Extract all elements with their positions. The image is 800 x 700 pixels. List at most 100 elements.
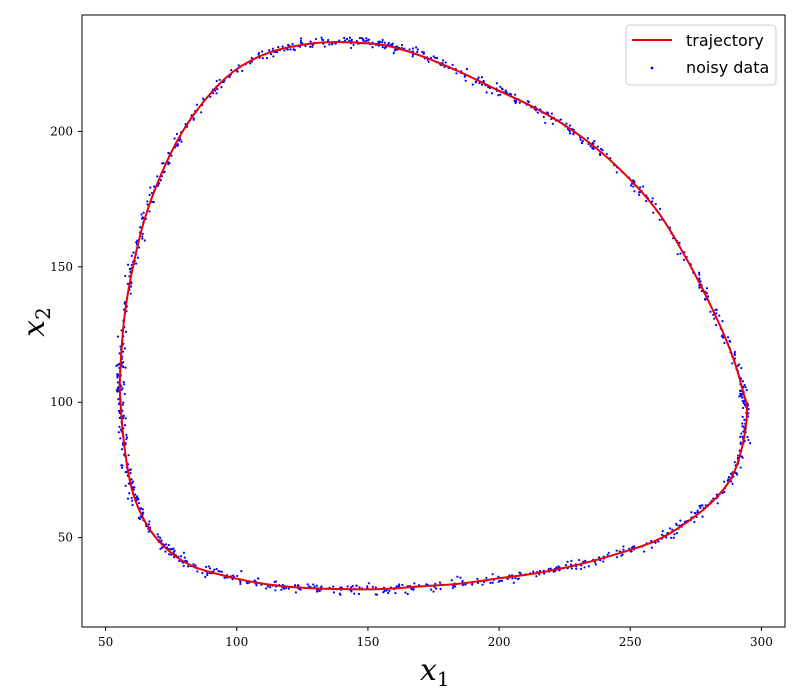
noisy-data-point [727,475,731,479]
noisy-data-point [690,511,693,514]
noisy-data-point [569,132,572,135]
noisy-data-point [330,43,334,46]
noisy-data-point [485,91,488,94]
noisy-data-point [223,576,226,580]
noisy-data-point [163,170,166,173]
noisy-data-point [296,584,300,587]
noisy-data-point [703,298,707,301]
noisy-data-point [747,438,750,442]
noisy-data-point [159,547,162,550]
noisy-data-point [281,45,284,48]
noisy-data-point [173,137,176,140]
noisy-data-point [651,200,654,203]
noisy-data-point [415,46,418,49]
noisy-data-point [506,577,509,581]
noisy-data-point [131,480,135,483]
noisy-data-point [461,579,464,583]
noisy-data-point [477,76,480,79]
noisy-data-point [236,574,239,578]
noisy-data-point [385,589,388,592]
noisy-data-point [204,575,207,579]
noisy-data-point [729,472,733,476]
noisy-data-point [394,591,397,595]
noisy-data-point [550,112,553,115]
noisy-data-point [675,532,679,535]
noisy-data-point [308,45,312,48]
noisy-data-point [668,527,672,530]
noisy-data-point [348,39,351,42]
noisy-data-point [180,140,183,143]
noisy-data-point [705,287,708,290]
noisy-data-point [381,38,384,42]
noisy-data-point [142,211,145,214]
noisy-data-point [511,577,514,580]
noisy-data-point [141,235,144,238]
x-tick-label: 150 [356,635,379,649]
noisy-data-point [632,185,635,188]
noisy-data-point [146,203,149,206]
noisy-data-point [444,61,447,64]
noisy-data-point [121,387,124,390]
noisy-data-point [716,502,719,505]
noisy-data-point [130,496,133,500]
noisy-data-point [374,586,377,589]
noisy-data-point [328,43,331,46]
noisy-data-point [642,185,645,188]
noisy-data-point [740,393,743,397]
x-tick-label: 200 [488,635,511,649]
noisy-data-point [120,448,124,451]
noisy-data-point [555,566,558,569]
noisy-data-point [745,388,748,392]
noisy-data-point [128,267,131,271]
noisy-data-point [116,335,120,338]
noisy-data-point [173,549,176,552]
noisy-data-point [743,403,746,406]
noisy-data-point [733,353,736,357]
noisy-data-point [315,584,318,587]
noisy-data-point [208,567,212,570]
noisy-data-point [156,175,159,178]
noisy-data-point [434,582,437,585]
noisy-data-point [351,584,354,588]
x-tick-label: 250 [619,635,642,649]
noisy-data-point [135,262,138,265]
noisy-data-point [497,575,500,578]
noisy-data-point [464,79,467,82]
noisy-data-point [538,573,541,576]
noisy-data-point [147,523,151,526]
noisy-data-point [316,590,319,593]
noisy-data-point [736,364,739,367]
noisy-data-point [119,437,122,440]
noisy-data-point [160,539,163,542]
noisy-data-point [157,535,160,538]
noisy-data-point [497,94,500,97]
noisy-data-point [129,292,132,295]
noisy-data-point [593,561,597,564]
noisy-data-point [139,226,142,229]
noisy-data-point [239,582,242,586]
noisy-data-point [127,482,130,485]
noisy-data-point [400,43,404,47]
noisy-data-point [218,78,221,81]
noisy-data-point [622,548,625,551]
noisy-data-point [741,396,744,399]
noisy-data-point [170,548,173,551]
noisy-data-point [476,581,480,585]
noisy-data-point [294,591,298,594]
noisy-data-point [698,286,701,289]
noisy-data-point [148,210,151,213]
noisy-data-point [543,572,546,575]
noisy-data-point [122,415,125,418]
noisy-data-point [355,584,358,587]
noisy-data-point [564,563,568,567]
noisy-data-point [741,380,745,383]
noisy-data-point [410,587,413,591]
noisy-data-point [382,591,385,594]
noisy-data-point [230,68,233,72]
noisy-data-point [116,381,120,384]
noisy-data-point [367,38,371,41]
y-tick-label: 150 [50,260,73,274]
noisy-data-point [622,545,625,548]
noisy-data-point [280,588,283,591]
noisy-data-point [741,406,745,410]
